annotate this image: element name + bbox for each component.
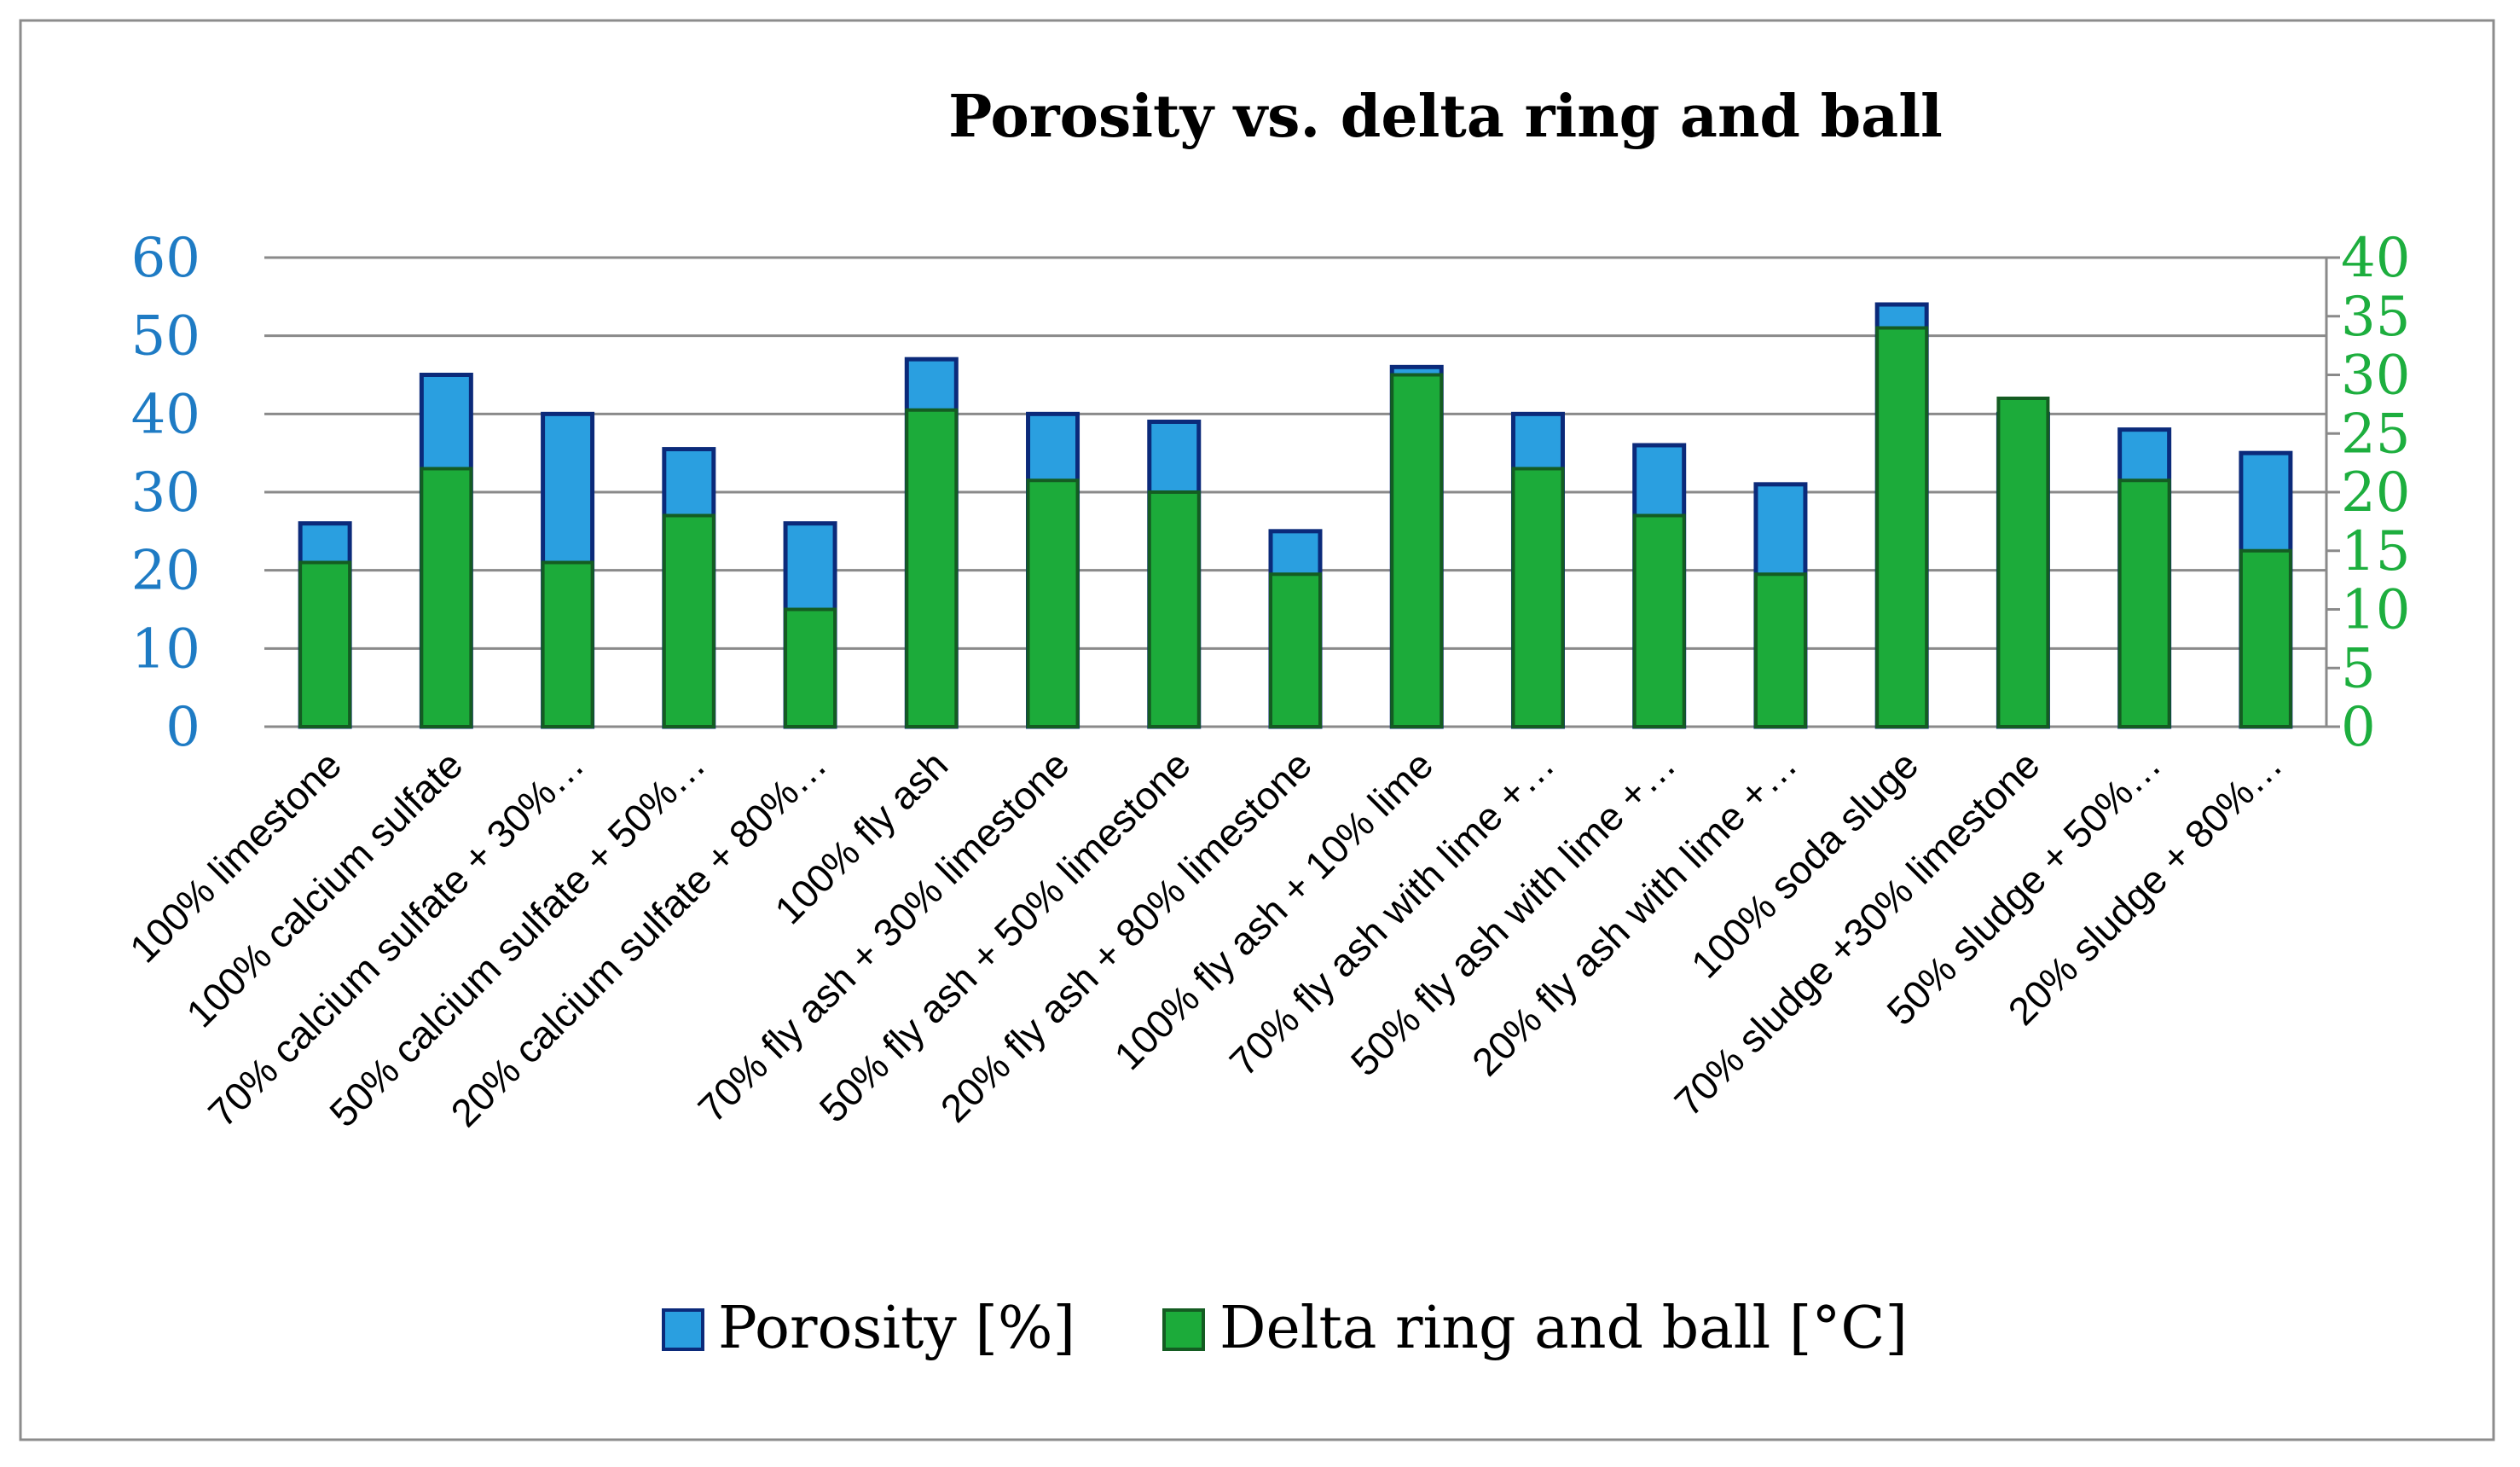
y-left-tick-label: 10 [131, 618, 200, 681]
legend-label-porosity: Porosity [%] [718, 1295, 1075, 1362]
y-right-tick-label: 10 [2341, 579, 2410, 642]
y-left-tick-label: 60 [131, 227, 200, 290]
bar-delta-ring-ball [1875, 326, 1929, 728]
legend-swatch-delta [1162, 1308, 1205, 1351]
y-right-tick-label: 40 [2341, 227, 2410, 290]
bar-delta-ring-ball [2117, 478, 2171, 728]
y-right-tick-label: 0 [2341, 696, 2376, 759]
y-left-tick-label: 40 [131, 383, 200, 446]
bar-delta-ring-ball [905, 408, 959, 728]
bar-delta-ring-ball [1511, 467, 1565, 728]
chart-title: Porosity vs. delta ring and ball [948, 83, 1943, 151]
bar-delta-ring-ball [2239, 548, 2292, 728]
y-right-tick-label: 35 [2341, 286, 2410, 349]
y-right-tick-label: 15 [2341, 520, 2410, 583]
y-left-tick-label: 0 [165, 696, 200, 759]
bar-delta-ring-ball [1390, 373, 1444, 728]
y-right-tick-label: 30 [2341, 345, 2410, 408]
bar-delta-ring-ball [541, 560, 594, 728]
bar-delta-ring-ball [1147, 490, 1201, 728]
bar-delta-ring-ball [1753, 572, 1807, 728]
bar-delta-ring-ball [662, 513, 715, 728]
legend-label-delta: Delta ring and ball [°C] [1219, 1295, 1908, 1362]
bar-delta-ring-ball [298, 560, 352, 728]
y-left-tick-label: 30 [131, 461, 200, 525]
bar-delta-ring-ball [420, 467, 473, 728]
y-left-tick-label: 20 [131, 540, 200, 603]
bar-delta-ring-ball [1996, 397, 2050, 728]
bars [298, 302, 2293, 729]
legend: Porosity [%] Delta ring and ball [°C] [662, 1295, 1908, 1362]
bar-delta-ring-ball [1269, 572, 1322, 728]
y-right-tick-label: 20 [2341, 461, 2410, 525]
bar-delta-ring-ball [1632, 513, 1686, 728]
bar-delta-ring-ball [784, 607, 837, 728]
bar-delta-ring-ball [1026, 478, 1080, 728]
y-right-tick-label: 5 [2341, 637, 2376, 700]
chart-border [19, 19, 2495, 1441]
y-right-tick-label: 25 [2341, 403, 2410, 466]
y-left-tick-label: 50 [131, 305, 200, 368]
legend-swatch-porosity [662, 1308, 704, 1351]
